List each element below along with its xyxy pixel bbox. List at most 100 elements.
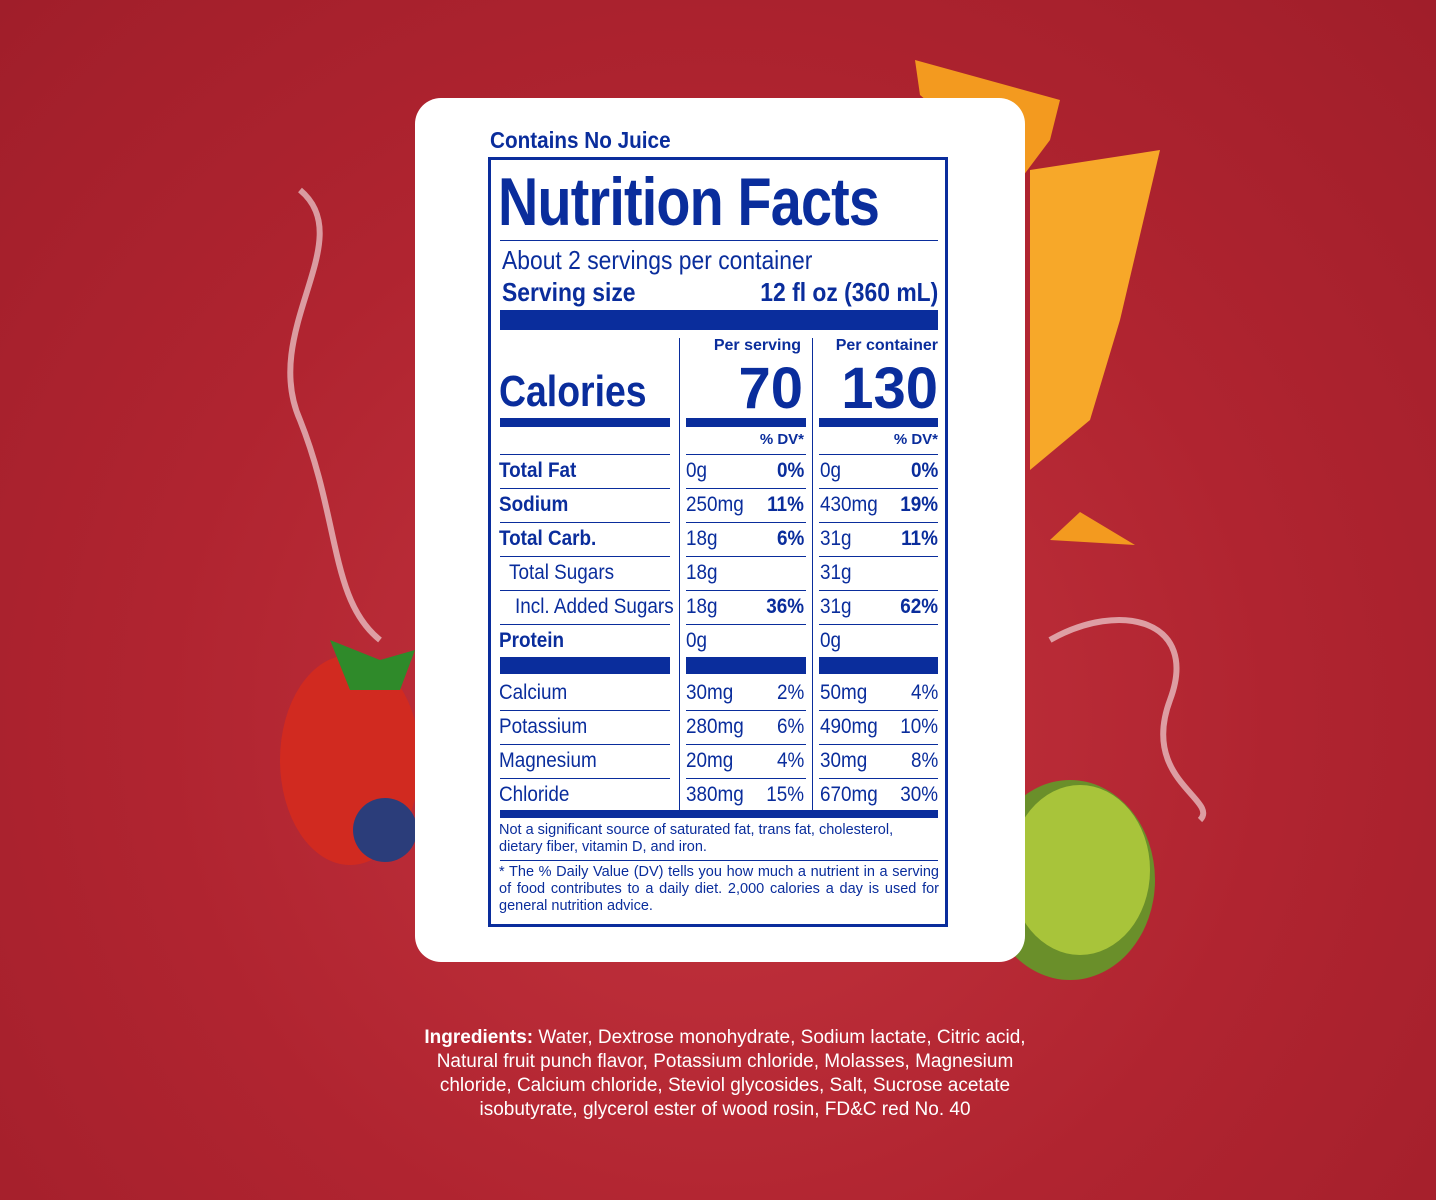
daily-value: 10% — [900, 715, 938, 738]
daily-value: 2% — [776, 681, 804, 704]
amount: 31g — [820, 595, 852, 618]
row-rule — [500, 624, 670, 625]
amount: 670mg — [820, 783, 878, 806]
ingredients-text: Water, Dextrose monohydrate, Sodium lact… — [436, 1027, 1026, 1120]
thick-rule — [500, 657, 670, 674]
nutrient-name: Total Sugars — [509, 561, 615, 584]
dv-header: % DV* — [893, 431, 938, 448]
col-sep — [679, 338, 680, 810]
daily-value: 30% — [900, 783, 938, 806]
row-rule — [819, 454, 938, 455]
daily-value: 19% — [900, 493, 938, 516]
kiwi-flesh — [1010, 785, 1150, 955]
row-rule — [819, 590, 938, 591]
footnote: * The % Daily Value (DV) tells you how m… — [499, 864, 939, 914]
daily-value: 0% — [776, 459, 804, 482]
footnote: Not a significant source of saturated fa… — [499, 822, 894, 855]
daily-value: 62% — [900, 595, 938, 618]
ingredients: Ingredients: Water, Dextrose monohydrate… — [400, 1026, 1050, 1122]
thick-rule — [819, 657, 938, 674]
amount: 0g — [686, 459, 708, 482]
amount: 30mg — [820, 749, 868, 772]
amount: 0g — [820, 629, 842, 652]
nutrient-name: Magnesium — [499, 749, 597, 772]
card — [415, 98, 1025, 962]
thick-rule — [500, 418, 670, 427]
row-rule — [686, 710, 806, 711]
row-rule — [819, 556, 938, 557]
nutrient-name: Total Carb. — [499, 527, 597, 550]
dv-header: % DV* — [759, 431, 804, 448]
per-container: Per container — [835, 337, 938, 354]
amount: 250mg — [686, 493, 744, 516]
daily-value: 36% — [766, 595, 804, 618]
water-splash — [287, 187, 382, 643]
calories-label: Calories — [499, 367, 647, 416]
row-rule — [686, 454, 806, 455]
calories-serving: 70 — [738, 356, 803, 421]
amount: 0g — [820, 459, 842, 482]
row-rule — [686, 778, 806, 779]
nutrient-name: Potassium — [499, 715, 588, 738]
thick-rule — [686, 418, 806, 427]
row-rule — [500, 454, 670, 455]
amount: 50mg — [820, 681, 868, 704]
daily-value: 11% — [901, 527, 938, 550]
nutrient-name: Total Fat — [499, 459, 577, 482]
row-rule — [819, 522, 938, 523]
amount: 18g — [686, 527, 718, 550]
daily-value: 8% — [910, 749, 938, 772]
amount: 18g — [686, 561, 718, 584]
daily-value: 6% — [776, 715, 804, 738]
daily-value: 15% — [766, 783, 804, 806]
thick-rule — [819, 418, 938, 427]
row-rule — [686, 590, 806, 591]
nutrient-name: Chloride — [499, 783, 570, 806]
nutrient-name: Protein — [499, 629, 565, 652]
amount: 31g — [820, 527, 852, 550]
row-rule — [686, 522, 806, 523]
thick-rule — [500, 810, 938, 818]
servings: About 2 servings per container — [502, 245, 813, 275]
nutrient-name: Calcium — [499, 681, 568, 704]
row-rule — [819, 744, 938, 745]
ingredients-label: Ingredients: — [424, 1027, 534, 1048]
daily-value: 0% — [910, 459, 938, 482]
title: Nutrition Facts — [498, 164, 880, 240]
row-rule — [686, 744, 806, 745]
amount: 0g — [686, 629, 708, 652]
amount: 30mg — [686, 681, 734, 704]
row-rule — [819, 624, 938, 625]
water-splash — [1048, 617, 1207, 823]
thick-rule — [500, 310, 938, 330]
daily-value: 4% — [910, 681, 938, 704]
per-serving: Per serving — [713, 337, 801, 354]
rule — [500, 860, 938, 861]
row-rule — [500, 488, 670, 489]
daily-value: 4% — [776, 749, 804, 772]
orange-slice — [1030, 150, 1160, 470]
nutrient-name: Sodium — [499, 493, 569, 516]
serving-size-label: Serving size — [502, 277, 636, 307]
row-rule — [686, 624, 806, 625]
serving-size: 12 fl oz (360 mL) — [759, 277, 938, 307]
amount: 20mg — [686, 749, 734, 772]
juice-note: Contains No Juice — [490, 127, 671, 153]
thick-rule — [686, 657, 806, 674]
row-rule — [819, 710, 938, 711]
row-rule — [686, 488, 806, 489]
orange-slice — [1050, 512, 1135, 545]
amount: 18g — [686, 595, 718, 618]
amount: 430mg — [820, 493, 878, 516]
amount: 380mg — [686, 783, 744, 806]
row-rule — [500, 744, 670, 745]
daily-value: 11% — [767, 493, 804, 516]
blueberry — [353, 798, 417, 862]
nutrient-name: Incl. Added Sugars — [515, 595, 674, 618]
amount: 31g — [820, 561, 852, 584]
row-rule — [819, 778, 938, 779]
label-border — [488, 157, 948, 927]
calories-container: 130 — [841, 356, 938, 421]
